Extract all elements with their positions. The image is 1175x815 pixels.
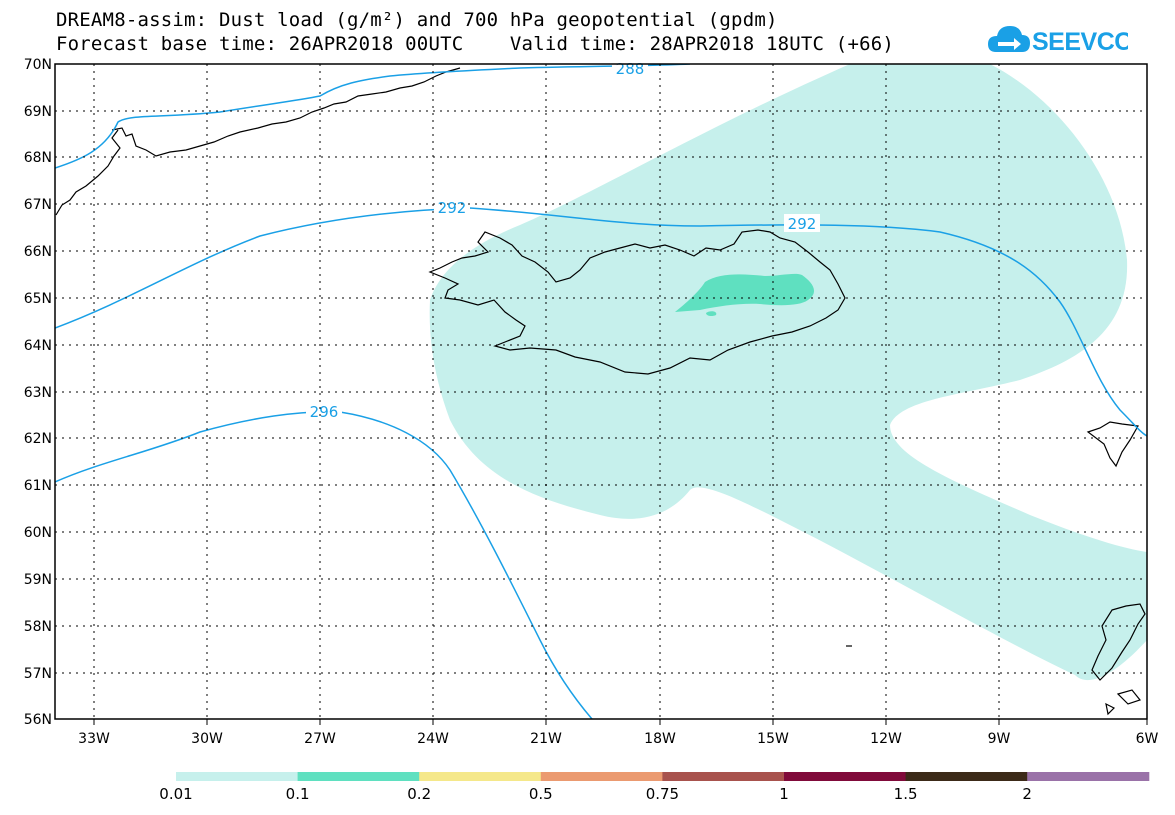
lon-label: 12W bbox=[870, 731, 902, 747]
colorbar-label: 0.01 bbox=[159, 785, 192, 803]
colorbar: 0.01 0.1 0.2 0.5 0.75 1 1.5 2 bbox=[159, 772, 1150, 803]
gridlines bbox=[55, 64, 1147, 719]
map-frame bbox=[54, 63, 1148, 720]
lat-label: 59N bbox=[24, 572, 52, 588]
colorbar-label: 1.5 bbox=[894, 785, 918, 803]
colorbar-swatch bbox=[1027, 772, 1150, 781]
lat-label: 68N bbox=[24, 150, 52, 166]
colorbar-label: 0.5 bbox=[529, 785, 553, 803]
lat-label: 66N bbox=[24, 244, 52, 260]
colorbar-label: 0.1 bbox=[286, 785, 310, 803]
logo-text: SEEVCCC bbox=[1032, 28, 1128, 56]
lon-label: 33W bbox=[78, 731, 110, 747]
dust-area-mid-spot bbox=[706, 311, 717, 317]
lon-label: 30W bbox=[191, 731, 223, 747]
lon-label: 18W bbox=[644, 731, 676, 747]
longitude-labels: 33W 30W 27W 24W 21W 18W 15W 12W 9W 6W bbox=[78, 731, 1158, 747]
scotland-coast bbox=[1091, 603, 1146, 716]
lon-label: 15W bbox=[757, 731, 789, 747]
contour-292 bbox=[55, 207, 1147, 437]
contour-288 bbox=[55, 64, 691, 169]
colorbar-swatch bbox=[297, 772, 420, 781]
colorbar-swatch bbox=[176, 772, 299, 781]
forecast-time-line: Forecast base time: 26APR2018 00UTC Vali… bbox=[56, 33, 895, 55]
lat-label: 56N bbox=[24, 712, 52, 728]
lat-label: 61N bbox=[24, 478, 52, 494]
lat-label: 57N bbox=[24, 666, 52, 682]
lon-label: 24W bbox=[417, 731, 449, 747]
contour-label-292-west: 292 bbox=[438, 199, 467, 217]
dust-area-mid bbox=[675, 273, 815, 312]
faroe-coast bbox=[1086, 421, 1139, 468]
coastlines bbox=[55, 67, 1146, 716]
colorbar-label: 0.2 bbox=[407, 785, 431, 803]
lon-label: 6W bbox=[1136, 731, 1159, 747]
dust-area-low bbox=[429, 64, 1147, 681]
lat-label: 63N bbox=[24, 385, 52, 401]
geopotential-contours bbox=[55, 64, 1147, 719]
lat-label: 65N bbox=[24, 291, 52, 307]
contour-label-296: 296 bbox=[310, 403, 339, 421]
colorbar-swatch bbox=[905, 772, 1028, 781]
colorbar-swatch bbox=[419, 772, 542, 781]
seevccc-logo: SEEVCCC bbox=[988, 26, 1128, 56]
colorbar-swatch bbox=[662, 772, 785, 781]
lat-label: 67N bbox=[24, 197, 52, 213]
lat-label: 70N bbox=[24, 57, 52, 73]
iceland-coast bbox=[428, 229, 846, 375]
colorbar-label: 2 bbox=[1022, 785, 1032, 803]
colorbar-label: 1 bbox=[779, 785, 789, 803]
contour-label-292-east: 292 bbox=[788, 215, 817, 233]
contour-label-288: 288 bbox=[616, 60, 645, 78]
lon-label: 21W bbox=[530, 731, 562, 747]
lat-label: 60N bbox=[24, 525, 52, 541]
lat-label: 58N bbox=[24, 619, 52, 635]
lat-label: 62N bbox=[24, 431, 52, 447]
greenland-coast bbox=[55, 67, 461, 216]
tick-marks bbox=[93, 719, 1148, 725]
colorbar-label: 0.75 bbox=[646, 785, 679, 803]
latitude-labels: 70N 69N 68N 67N 66N 65N 64N 63N 62N 61N … bbox=[24, 57, 52, 728]
cloud-arrow-icon bbox=[988, 26, 1030, 52]
map-title: DREAM8-assim: Dust load (g/m²) and 700 h… bbox=[56, 9, 778, 31]
lon-label: 9W bbox=[988, 731, 1011, 747]
contour-296 bbox=[55, 410, 593, 719]
lat-label: 69N bbox=[24, 104, 52, 120]
lat-label: 64N bbox=[24, 338, 52, 354]
lon-label: 27W bbox=[304, 731, 336, 747]
colorbar-swatch bbox=[784, 772, 907, 781]
colorbar-swatch bbox=[540, 772, 663, 781]
